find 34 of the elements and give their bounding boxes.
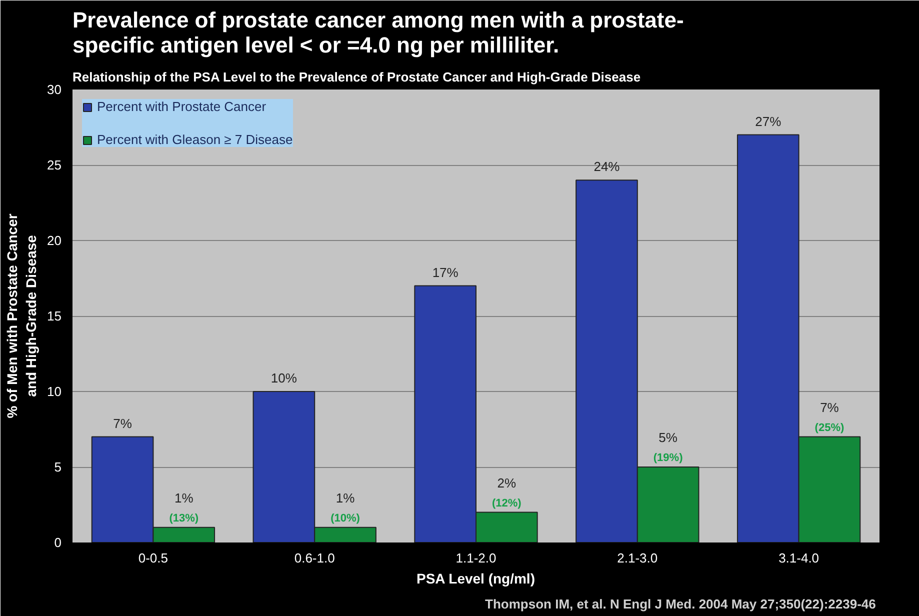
text: Thompson IM, et al. N Engl J Med. 2004 May 27;350(22):2239-46	[485, 596, 876, 612]
data-label: 1%	[174, 490, 194, 506]
y-tick-label: 5	[54, 460, 62, 474]
data-label: 7%	[820, 400, 840, 415]
data-label: 7%	[113, 416, 132, 431]
legend-label: Percent with Prostate Cancer	[97, 99, 266, 114]
annotation: (19%)	[653, 452, 684, 464]
data-label: 2%	[497, 475, 516, 490]
x-tick-label: 3.1-4.0	[778, 550, 820, 566]
data-label: 5%	[658, 430, 678, 445]
y-tick-label: 20	[47, 233, 62, 248]
data-label: 24%	[594, 159, 620, 174]
x-tick-label: 0.6-1.0	[294, 550, 335, 566]
annotation: (25%)	[814, 422, 844, 434]
x-tick-label: 2.1-3.0	[617, 550, 658, 566]
annotation: (10%)	[330, 512, 360, 524]
y-tick-label: 25	[47, 158, 62, 172]
y-tick-label: 30	[47, 82, 62, 97]
y-tick-label: 0	[54, 535, 62, 550]
x-tick-label: 1.1-2.0	[456, 550, 496, 566]
x-axis-title: PSA Level (ng/ml)	[416, 570, 536, 586]
data-label: 17%	[432, 264, 459, 280]
chart-subtitle: Relationship of the PSA Level to the Prevalence of Prostate Cancer and High-Grade Disease	[72, 70, 641, 84]
y-tick-label: 15	[47, 308, 62, 324]
x-tick-label: 0-0.5	[138, 550, 168, 566]
data-label: 10%	[270, 370, 298, 386]
legend-label: Percent with Gleason ≥ 7 Disease	[97, 132, 293, 147]
data-label: 1%	[336, 490, 356, 506]
data-label: 27%	[755, 114, 782, 129]
y-axis-title: % of Men with Prostate Cancer and High-Grade Disease	[4, 213, 40, 418]
annotation: (12%)	[492, 497, 522, 510]
y-tick-label: 10	[47, 384, 62, 399]
annotation: (13%)	[169, 512, 199, 524]
chart-title: Prevalence of prostate cancer among men with a prostate-specific antigen level < or =4.0 ng per milliliter.	[72, 8, 684, 58]
